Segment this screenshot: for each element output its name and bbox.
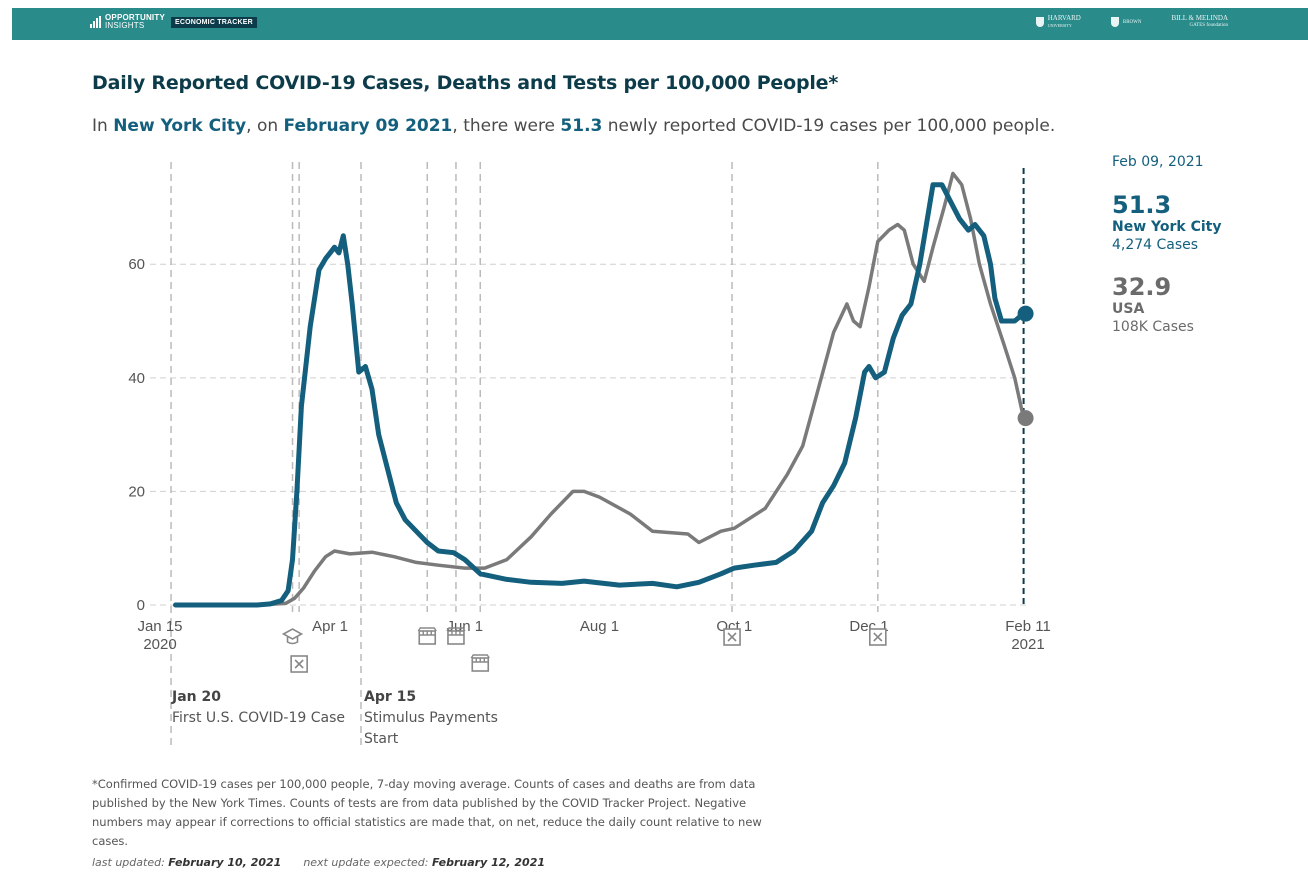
x-tick-label: 2021 (1011, 636, 1044, 653)
last-updated-date: February 10, 2021 (168, 856, 282, 869)
sidebar-secondary-name: USA (1112, 301, 1145, 317)
x-tick-label: 2020 (143, 636, 176, 653)
nyc-series-line (173, 182, 1027, 608)
annotation-text: First U.S. COVID-19 Case (172, 710, 346, 726)
partner-logos: HARVARD UNIVERSITY BROWN BILL & MELINDA GA… (1035, 14, 1228, 29)
annotation-date: Apr 15 (364, 689, 417, 705)
brown-logo[interactable]: BROWN (1110, 17, 1141, 27)
nyc-endpoint (1017, 305, 1034, 322)
sidebar-secondary-value: 32.9 (1112, 273, 1172, 301)
next-update-date: February 12, 2021 (431, 856, 545, 869)
value-sidebar: Feb 09, 2021 51.3 New York City 4,274 Ca… (1112, 154, 1221, 356)
brown-shield-icon (1110, 17, 1119, 27)
closed-box-icon[interactable] (290, 655, 308, 673)
subtitle-place[interactable]: New York City (113, 116, 247, 136)
usa-series-line (173, 171, 1026, 607)
store-icon[interactable] (417, 627, 437, 645)
brand-line1: OPPORTUNITY (105, 13, 165, 22)
annotation-stimulus: Apr 15 Stimulus Payments Start (364, 687, 498, 750)
store-icon[interactable] (470, 654, 490, 672)
sidebar-primary-name: New York City (1112, 219, 1222, 235)
y-tick-label: 60 (128, 256, 145, 273)
usa-endpoint (1017, 410, 1034, 427)
footnote: *Confirmed COVID-19 cases per 100,000 pe… (92, 777, 762, 848)
subtitle-date: February 09 2021 (283, 116, 453, 136)
store-icon[interactable] (446, 627, 466, 645)
x-tick-label: Aug 1 (580, 618, 619, 635)
x-tick-label: Jan 15 (137, 618, 182, 635)
gates-foundation-logo[interactable]: BILL & MELINDA GATES foundation (1171, 14, 1228, 29)
closed-box-icon[interactable] (869, 628, 887, 646)
x-tick-label: Apr 1 (312, 618, 348, 635)
y-tick-label: 20 (128, 483, 145, 500)
closed-box-icon[interactable] (723, 628, 741, 646)
chart-title: Daily Reported COVID-19 Cases, Deaths an… (92, 72, 839, 94)
harvard-shield-icon (1035, 17, 1044, 27)
x-tick-label: Feb 11 (1005, 618, 1051, 635)
school-icon[interactable] (281, 628, 304, 645)
sidebar-primary-value: 51.3 (1112, 191, 1172, 219)
annotation-text: Start (364, 731, 399, 747)
annotation-first-case: Jan 20 First U.S. COVID-19 Case (172, 687, 345, 729)
chart-subtitle: In New York City, on February 09 2021, t… (92, 116, 1056, 136)
sidebar-date: Feb 09, 2021 (1112, 154, 1204, 170)
sidebar-secondary-cases: 108K Cases (1112, 319, 1194, 335)
subtitle-value: 51.3 (560, 116, 603, 136)
y-tick-label: 0 (137, 597, 145, 614)
header-bar: OPPORTUNITY INSIGHTS ECONOMIC TRACKER HA… (12, 8, 1308, 40)
harvard-logo[interactable]: HARVARD UNIVERSITY (1035, 15, 1081, 29)
sidebar-primary-cases: 4,274 Cases (1112, 237, 1199, 253)
brand-line2: INSIGHTS (105, 21, 145, 30)
opportunity-insights-logo[interactable]: OPPORTUNITY INSIGHTS ECONOMIC TRACKER (90, 14, 257, 30)
update-info: last updated: February 10, 2021 next upda… (92, 856, 545, 869)
economic-tracker-label: ECONOMIC TRACKER (170, 16, 257, 28)
bar-chart-icon (90, 16, 102, 28)
annotation-date: Jan 20 (172, 689, 221, 705)
annotation-text: Stimulus Payments (364, 710, 498, 726)
y-tick-label: 40 (128, 370, 145, 387)
